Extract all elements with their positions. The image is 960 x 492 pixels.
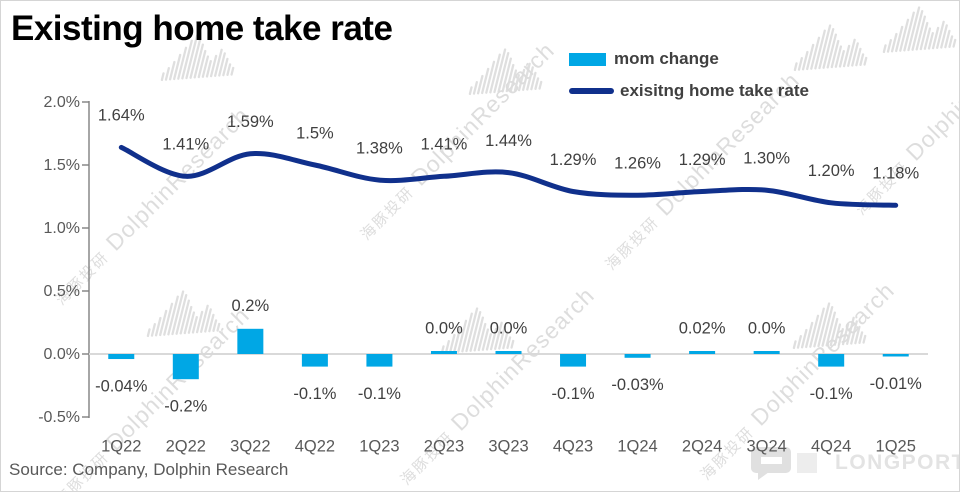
y-axis-tick-label: 2.0% (44, 94, 80, 111)
x-axis-label: 3Q24 (746, 437, 786, 455)
mom-change-bar (301, 354, 328, 367)
bar-data-label: 0.2% (232, 297, 270, 315)
legend-bar-swatch (569, 52, 606, 66)
mom-change-bar (818, 354, 845, 367)
x-axis-label: 1Q25 (876, 437, 916, 455)
bar-data-label: 0.02% (679, 319, 726, 337)
mom-change-bar (624, 354, 651, 358)
mom-change-bar (430, 351, 457, 354)
line-data-label: 1.5% (296, 124, 334, 142)
x-axis-label: 3Q22 (230, 437, 270, 455)
x-axis-label: 2Q24 (682, 437, 722, 455)
chart-title: Existing home take rate (11, 9, 393, 48)
bar-data-label: -0.01% (870, 375, 923, 393)
line-data-label: 1.18% (872, 165, 919, 183)
bar-data-label: -0.1% (358, 385, 401, 403)
x-axis-label: 1Q23 (359, 437, 399, 455)
y-axis-tick-label: -0.5% (38, 409, 80, 426)
line-data-label: 1.64% (98, 107, 145, 125)
mom-change-bar (560, 354, 587, 367)
legend-item-mom-change: mom change (569, 43, 809, 75)
source-note: Source: Company, Dolphin Research (9, 460, 289, 479)
bar-data-label: -0.1% (551, 385, 594, 403)
mom-change-bar (172, 354, 199, 380)
mom-change-bar (882, 354, 909, 357)
mom-change-bar (366, 354, 393, 367)
legend-line-swatch (569, 88, 614, 94)
line-data-label: 1.29% (550, 151, 597, 169)
line-data-label: 1.41% (421, 136, 468, 154)
x-axis-label: 4Q22 (295, 437, 335, 455)
x-axis-label: 2Q23 (424, 437, 464, 455)
line-data-label: 1.20% (808, 162, 855, 180)
bar-data-label: -0.03% (611, 376, 664, 394)
legend-label: mom change (614, 49, 719, 68)
mom-change-bar (495, 351, 522, 354)
bar-data-label: 0.0% (425, 319, 463, 337)
bar-data-label: 0.0% (490, 319, 528, 337)
x-axis-label: 3Q23 (488, 437, 528, 455)
bar-data-label: -0.1% (810, 385, 853, 403)
legend-item-take-rate: exisitng home take rate (569, 75, 809, 107)
x-axis-label: 4Q24 (811, 437, 851, 455)
mom-change-bar (753, 351, 780, 354)
legend: mom change exisitng home take rate (569, 43, 809, 107)
line-data-label: 1.59% (227, 113, 274, 131)
line-data-label: 1.41% (162, 136, 209, 154)
take-rate-line (118, 144, 899, 208)
bar-data-label: -0.04% (95, 377, 148, 395)
line-data-label: 1.29% (679, 151, 726, 169)
bar-data-label: -0.2% (164, 398, 207, 416)
mom-change-bar (689, 351, 716, 354)
mom-change-bar (108, 354, 135, 360)
line-data-label: 1.44% (485, 132, 532, 150)
line-data-label: 1.26% (614, 155, 661, 173)
legend-label: exisitng home take rate (620, 81, 809, 100)
y-axis-tick-label: 1.0% (44, 220, 80, 237)
x-axis-label: 2Q22 (166, 437, 206, 455)
line-data-label: 1.30% (743, 150, 790, 168)
x-axis-label: 1Q24 (617, 437, 657, 455)
line-data-label: 1.38% (356, 139, 403, 157)
bar-data-label: 0.0% (748, 319, 786, 337)
x-axis-label: 4Q23 (553, 437, 593, 455)
y-axis-tick-label: 0.5% (44, 283, 80, 300)
y-axis-tick-label: 0.0% (44, 346, 80, 363)
y-axis-tick-label: 1.5% (44, 157, 80, 174)
mom-change-bar (237, 328, 264, 354)
x-axis-label: 1Q22 (101, 437, 141, 455)
bar-data-label: -0.1% (293, 385, 336, 403)
